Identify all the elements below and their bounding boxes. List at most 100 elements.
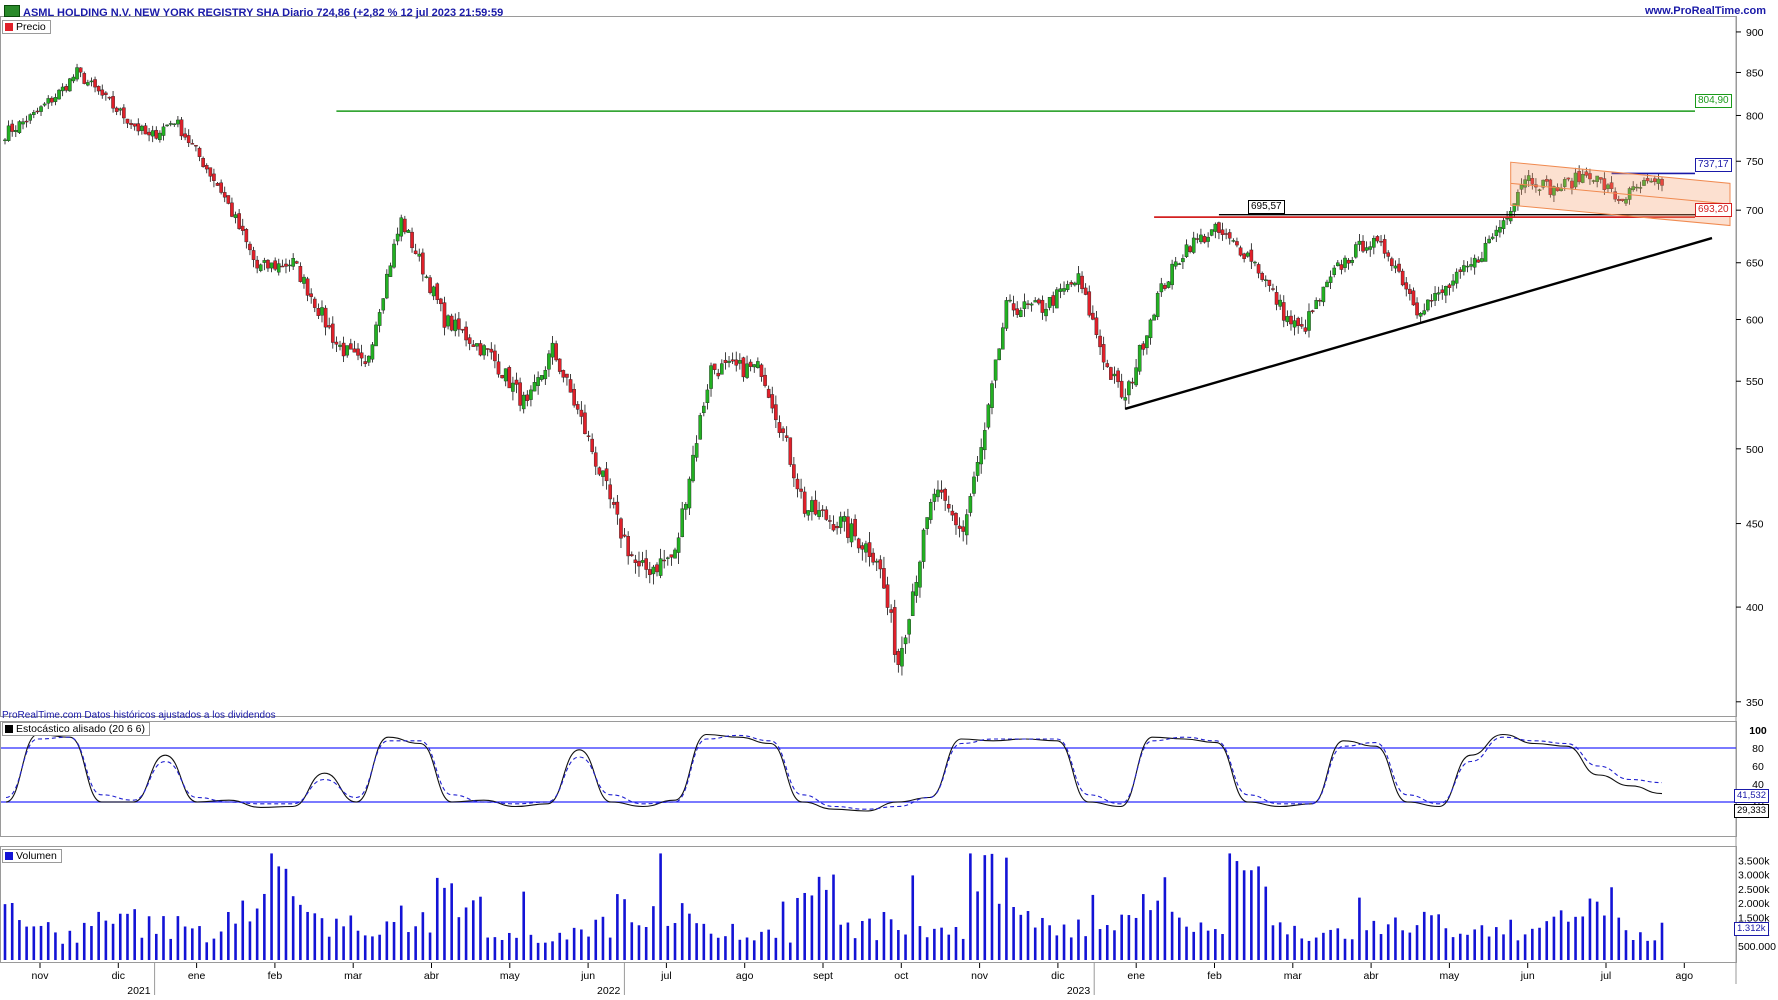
volume-bar <box>716 937 720 960</box>
candle <box>727 355 731 368</box>
volume-bar <box>1192 931 1196 960</box>
candle <box>734 351 739 372</box>
candle <box>525 390 530 407</box>
candle <box>1631 181 1635 192</box>
candle <box>435 282 440 304</box>
volume-bar <box>104 920 108 960</box>
candle <box>615 494 620 525</box>
month-label: ago <box>736 970 754 982</box>
volume-bar <box>227 911 230 960</box>
candle <box>763 367 767 388</box>
price-panel-frame <box>0 16 1737 717</box>
volume-panel-title[interactable]: Volumen <box>2 849 62 863</box>
candle <box>1609 176 1614 193</box>
volume-bar <box>299 904 302 960</box>
candle <box>359 344 364 367</box>
candle <box>590 433 594 455</box>
candle <box>593 446 598 475</box>
price-panel-title[interactable]: Precio <box>2 20 51 34</box>
candle <box>1591 179 1596 184</box>
candle <box>475 343 479 351</box>
candle <box>507 365 512 389</box>
stoch-panel-title[interactable]: Estocástico alisado (20 6 6) <box>2 722 150 736</box>
candle <box>212 168 216 188</box>
website-link[interactable]: www.ProRealTime.com <box>1644 5 1766 17</box>
candle <box>1109 366 1113 380</box>
candle <box>867 532 872 567</box>
candle <box>1040 295 1045 320</box>
candle <box>154 126 159 140</box>
volume-bar <box>428 932 432 960</box>
candle <box>1469 257 1473 271</box>
stochastic: 20 40 60 80 100 <box>1 725 1767 812</box>
candle <box>266 259 270 272</box>
candle <box>1242 252 1246 263</box>
volume-bar <box>1430 915 1433 960</box>
candle <box>662 549 666 569</box>
candle <box>186 129 191 148</box>
volume-bar <box>572 927 576 960</box>
month-label: abr <box>424 970 440 982</box>
candle <box>637 551 641 577</box>
candle <box>691 445 695 483</box>
candle <box>784 426 789 442</box>
month-label: oct <box>894 970 908 982</box>
candle <box>1112 366 1117 384</box>
price-tick-label: 550 <box>1746 376 1764 388</box>
candle <box>939 480 944 500</box>
candle <box>687 476 692 516</box>
candle <box>330 316 335 349</box>
candle <box>1487 235 1491 244</box>
candle <box>1245 251 1250 258</box>
uptrend-line[interactable] <box>1124 236 1713 410</box>
volume-bar <box>1444 928 1448 960</box>
candle <box>42 102 47 107</box>
candle <box>720 359 724 375</box>
candle <box>557 358 562 375</box>
volume-bar <box>1516 940 1520 960</box>
level-label: 695,57 <box>1248 200 1285 214</box>
candle <box>986 403 991 430</box>
volume-bar <box>724 936 727 960</box>
candle <box>1307 303 1311 338</box>
volume-bar <box>709 933 713 960</box>
volume-bar <box>1250 870 1253 960</box>
volume-bar <box>673 923 677 960</box>
candle <box>255 255 259 274</box>
candle <box>795 473 800 498</box>
candle <box>1411 287 1416 306</box>
candle <box>251 246 256 268</box>
candle <box>1314 297 1318 309</box>
candle <box>518 377 522 412</box>
candle <box>334 336 339 352</box>
candle <box>979 438 983 474</box>
volume-bar <box>54 932 57 960</box>
volume-bar <box>738 939 742 960</box>
candle <box>1595 175 1599 188</box>
candle <box>1447 283 1452 296</box>
candle <box>194 144 198 152</box>
candle <box>482 343 486 360</box>
candle <box>1390 256 1394 271</box>
candle <box>367 355 371 366</box>
volume-bar <box>1069 937 1073 960</box>
candle <box>835 521 839 535</box>
candle <box>921 528 926 569</box>
candle <box>975 455 980 482</box>
candle <box>529 385 533 407</box>
candle <box>1001 322 1005 350</box>
candle <box>864 540 868 563</box>
volume-bar <box>234 923 237 960</box>
candle <box>1346 258 1351 270</box>
volume-bar <box>399 905 403 960</box>
volume-bar <box>313 913 317 960</box>
candle <box>1148 318 1153 345</box>
candle <box>78 67 83 78</box>
candle <box>150 125 155 143</box>
volume-bar <box>1372 920 1376 960</box>
volume-bar <box>385 921 389 960</box>
volume-tick-label: 3.500k <box>1738 856 1770 868</box>
year-label: 2021 <box>127 985 151 997</box>
volume-bar <box>616 894 619 960</box>
volume-bar <box>1113 930 1116 960</box>
